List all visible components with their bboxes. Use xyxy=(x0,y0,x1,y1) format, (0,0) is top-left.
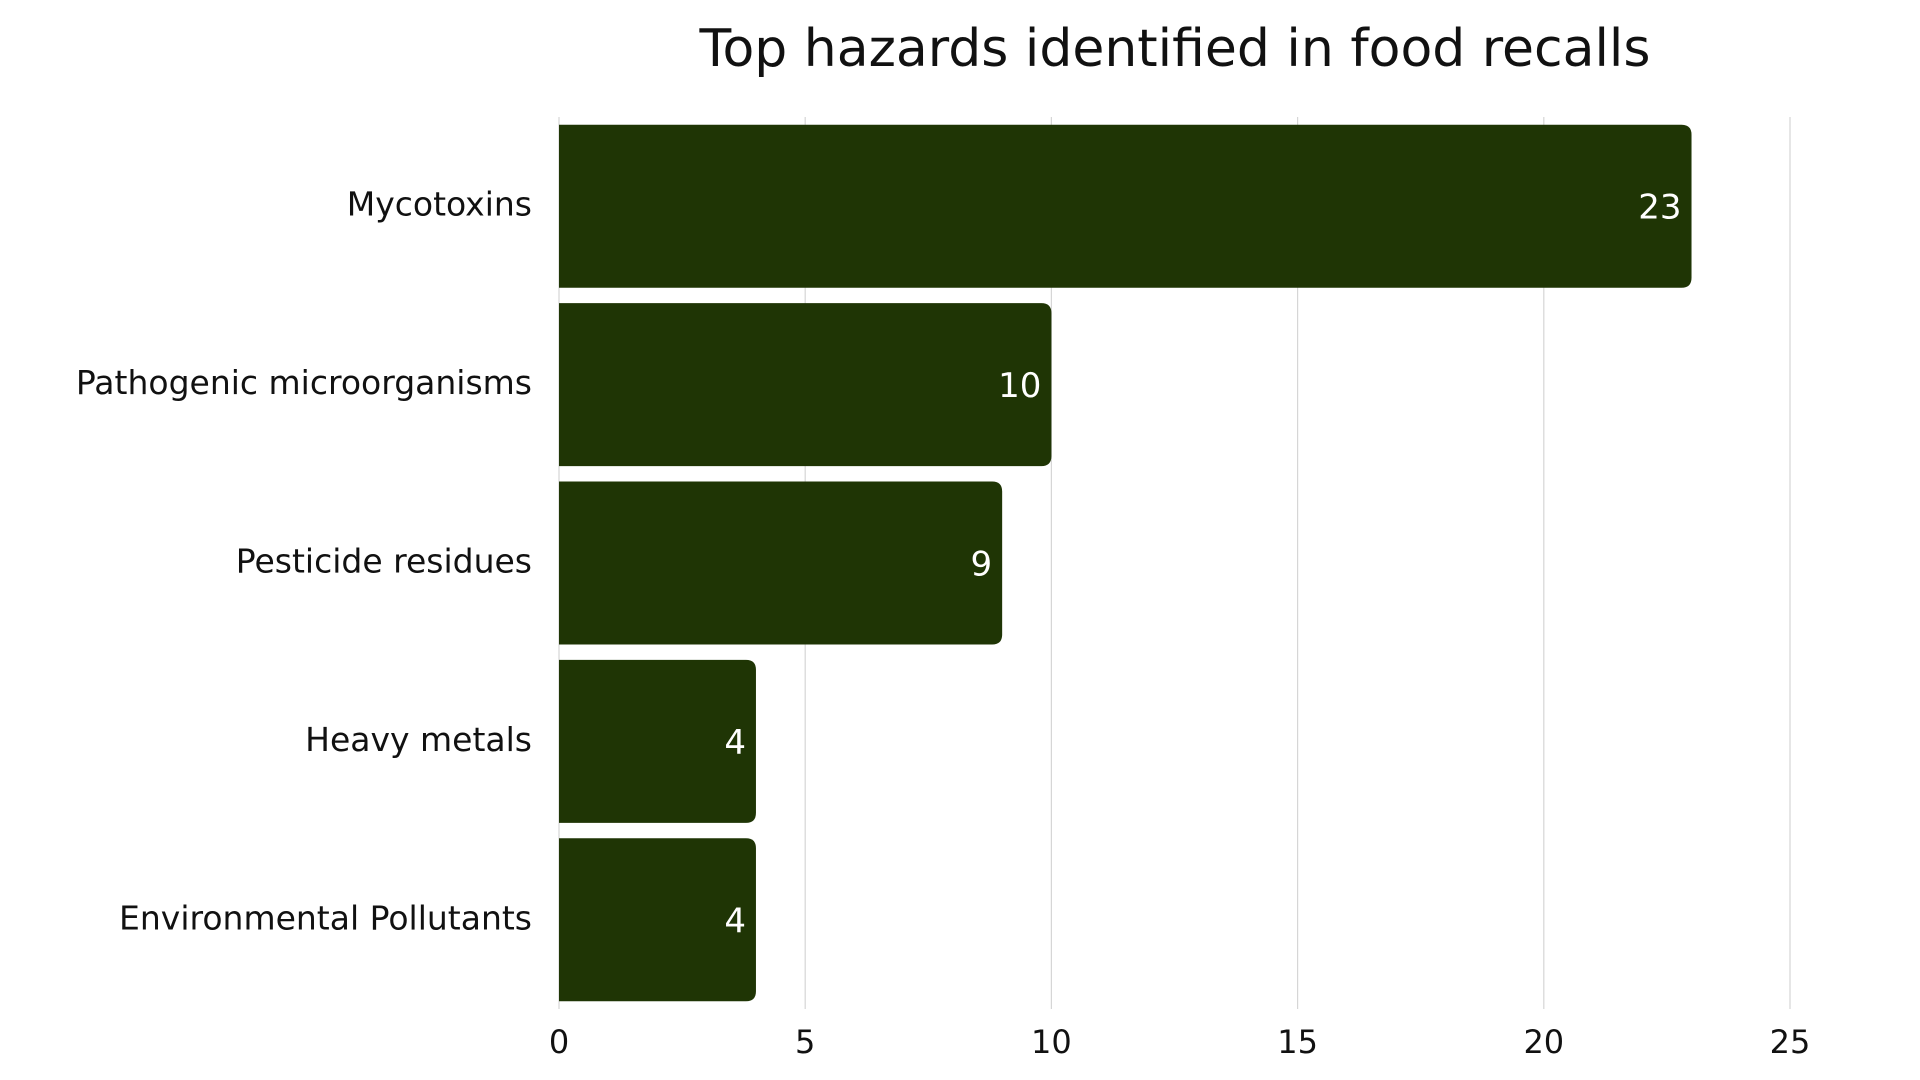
x-tick-label: 0 xyxy=(549,1023,569,1061)
x-tick-label: 25 xyxy=(1770,1023,1811,1061)
y-tick-label: Environmental Pollutants xyxy=(119,898,532,937)
bar xyxy=(559,303,1052,467)
bar xyxy=(559,481,1003,645)
x-tick-label: 20 xyxy=(1523,1023,1564,1061)
value-label: 23 xyxy=(1638,188,1681,228)
x-tick-label: 10 xyxy=(1031,1023,1072,1061)
bar xyxy=(559,838,756,1002)
value-label: 9 xyxy=(971,545,993,585)
value-label: 4 xyxy=(724,901,746,941)
value-label: 10 xyxy=(998,366,1041,406)
value-label: 4 xyxy=(724,723,746,763)
y-tick-label: Heavy metals xyxy=(305,720,532,759)
y-tick-label: Pesticide residues xyxy=(236,542,532,581)
chart-title: Top hazards identified in food recalls xyxy=(699,19,1651,79)
y-tick-label: Mycotoxins xyxy=(347,185,532,224)
x-tick-label: 15 xyxy=(1277,1023,1318,1061)
bar xyxy=(559,124,1692,288)
x-tick-label: 5 xyxy=(795,1023,815,1061)
y-tick-label: Pathogenic microorganisms xyxy=(76,363,532,402)
bar xyxy=(559,659,756,823)
